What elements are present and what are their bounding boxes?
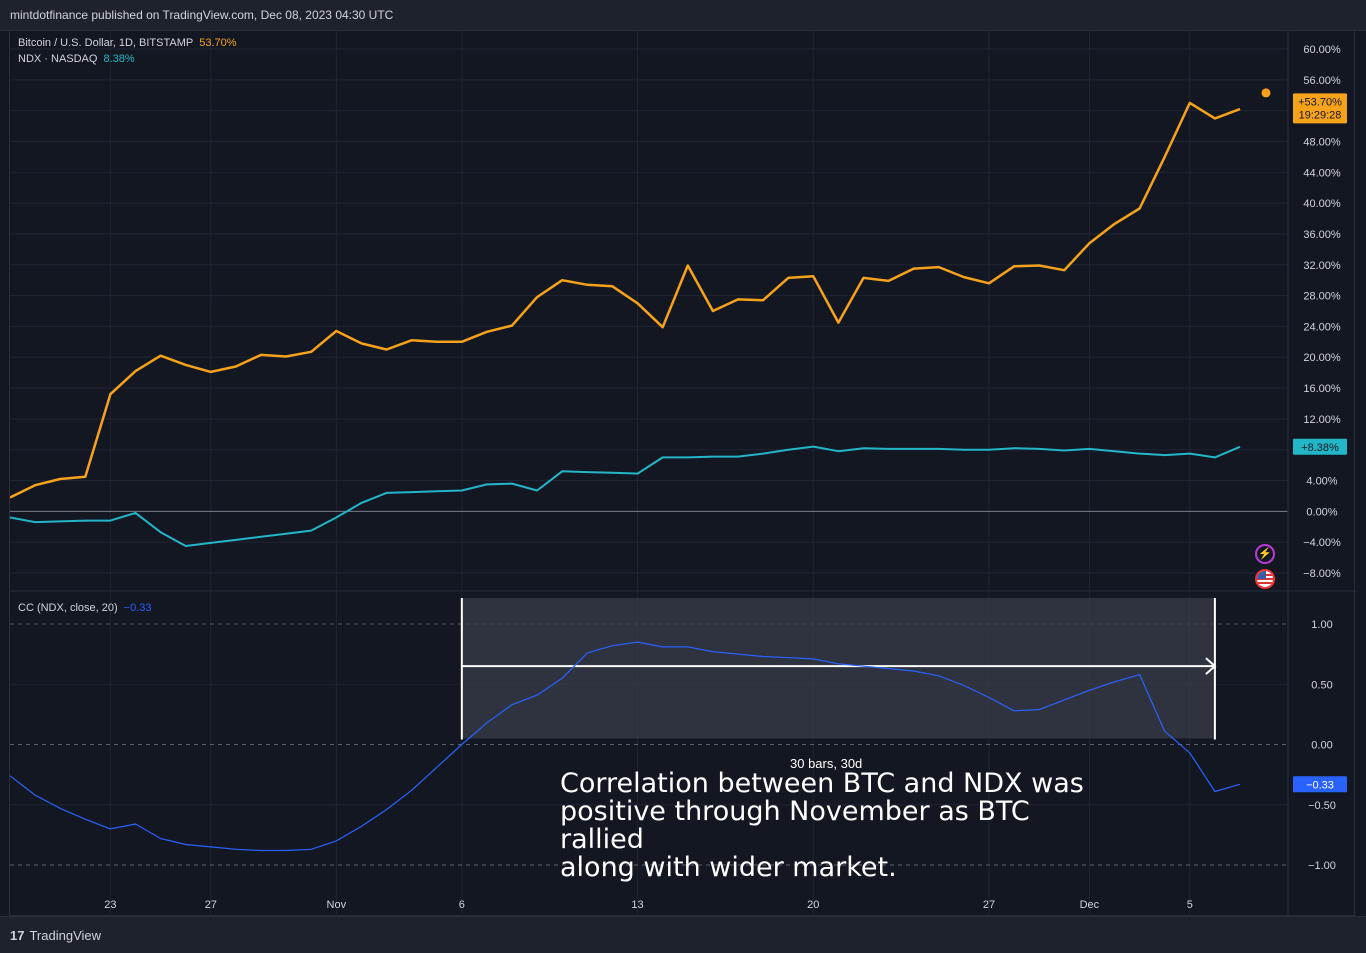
annotation-line-3: along with wider market. [560,852,897,883]
cc-value-badge [1293,776,1347,793]
measure-label: 30 bars, 30d [790,756,863,771]
legend-compare-value: 8.38% [103,53,135,65]
y-tick-label: 48.00% [1303,136,1341,148]
tradingview-logo[interactable]: 17 TradingView [10,928,101,943]
annotation-line-2: positive through November as BTC rallied [560,796,1030,855]
btc-price-badge [1293,93,1347,124]
y-tick-label: 20.00% [1303,352,1341,364]
y-tick-label: 28.00% [1303,291,1341,303]
top-bar: mintdotfinance published on TradingView.… [0,0,1366,31]
y-tick-label: 60.00% [1303,44,1341,56]
y-tick-label: −4.00% [1303,537,1341,549]
cc-tick-label: −1.00 [1308,860,1336,872]
lightning-icon[interactable]: ⚡ [1255,544,1275,564]
x-tick-label: 13 [631,899,643,911]
y-tick-label: 40.00% [1303,198,1341,210]
x-tick-label: Dec [1080,899,1100,911]
y-tick-label: 12.00% [1303,414,1341,426]
btc-price-badge-text: 19:29:28 [1299,109,1342,121]
x-tick-label: 27 [205,899,217,911]
y-tick-label: 44.00% [1303,167,1341,179]
y-tick-label: 16.00% [1303,383,1341,395]
tradingview-brand: TradingView [29,928,102,943]
legend-compare: NDX · NASDAQ 8.38% [18,53,135,65]
x-tick-label: 23 [104,899,116,911]
x-tick-label: Nov [327,899,347,911]
cc-series-line [10,641,1241,852]
publish-info: mintdotfinance published on TradingView.… [10,8,394,22]
legend-main: Bitcoin / U.S. Dollar, 1D, BITSTAMP 53.70… [18,37,237,49]
legend-main-label: Bitcoin / U.S. Dollar, 1D, BITSTAMP [18,37,194,49]
us-flag-icon[interactable] [1255,569,1275,589]
y-tick-label: 24.00% [1303,321,1341,333]
ndx-price-badge [1293,438,1347,455]
bottom-bar: 17 TradingView [0,916,1366,953]
cc-tick-label: 0.50 [1311,679,1332,691]
annotation-line-1: Correlation between BTC and NDX was [560,768,1084,799]
cc-tick-label: 0.00 [1311,740,1332,752]
x-tick-label: 5 [1187,899,1193,911]
y-tick-label: 4.00% [1306,476,1337,488]
btc-live-dot [1261,88,1271,98]
ndx-price-badge-text: +8.38% [1301,442,1339,454]
btc-price-badge-text: +53.70% [1298,96,1342,108]
cc-value-badge-text: −0.33 [1306,779,1334,791]
measure-arrow-head [1205,657,1217,675]
measure-range-box[interactable] [461,598,1215,739]
legend-compare-label: NDX · NASDAQ [18,53,98,65]
x-tick-label: 6 [459,899,465,911]
y-tick-label: 56.00% [1303,75,1341,87]
x-tick-label: 20 [807,899,819,911]
ndx-series-line [10,445,1241,547]
y-tick-label: −8.00% [1303,568,1341,580]
chart-canvas[interactable]: 60.00%56.00%52.00%48.00%44.00%40.00%36.0… [10,31,1356,917]
annotation-text: Correlation between BTC and NDX was posi… [560,770,1120,882]
y-tick-label: 32.00% [1303,260,1341,272]
cc-tick-label: −0.50 [1308,800,1336,812]
legend-indicator-label: CC (NDX, close, 20) [18,602,118,614]
btc-series-line [10,101,1241,499]
chart-area[interactable]: 60.00%56.00%52.00%48.00%44.00%40.00%36.0… [9,30,1356,917]
legend-main-value: 53.70% [199,37,237,49]
y-tick-label: 0.00% [1306,506,1337,518]
y-tick-label: 36.00% [1303,229,1341,241]
tradingview-logo-icon: 17 [10,928,25,943]
legend-indicator-value: −0.33 [123,602,152,614]
cc-tick-label: 1.00 [1311,619,1332,631]
x-tick-label: 27 [983,899,995,911]
legend-indicator: CC (NDX, close, 20) −0.33 [18,602,151,614]
